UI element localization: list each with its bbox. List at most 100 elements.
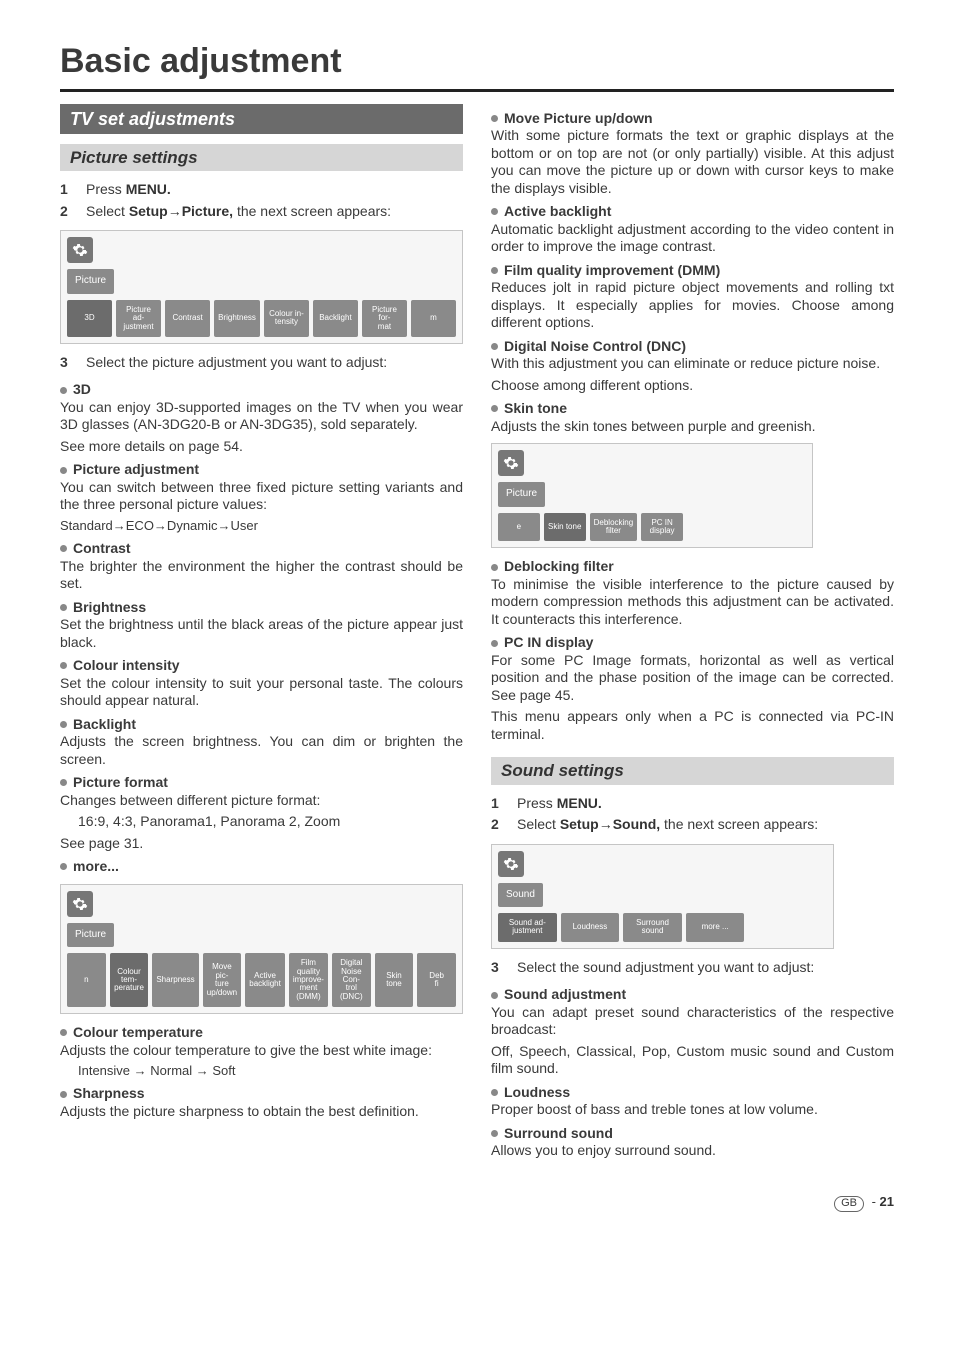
bullet-dot-icon bbox=[60, 545, 67, 552]
bullet-dot-icon bbox=[60, 662, 67, 669]
bullet-heading: Skin tone bbox=[491, 400, 894, 418]
bullet-dot-icon bbox=[60, 604, 67, 611]
bullet-text: Adjusts the picture sharpness to obtain … bbox=[60, 1103, 463, 1121]
bullet-extra: Standard→ECO→Dynamic→User bbox=[60, 518, 463, 534]
menu-item: Picture for- mat bbox=[362, 300, 407, 337]
menu-category-label: Picture bbox=[67, 269, 114, 294]
bullet-heading: PC IN display bbox=[491, 634, 894, 652]
menu-category-label: Picture bbox=[67, 923, 114, 948]
bullet-dot-icon bbox=[491, 640, 498, 647]
bullet-heading: more... bbox=[60, 858, 463, 876]
gear-icon bbox=[67, 237, 93, 263]
bullet-text: Adjusts the skin tones between purple an… bbox=[491, 418, 894, 436]
gear-icon bbox=[498, 450, 524, 476]
menu-item: Skin tone bbox=[544, 513, 586, 542]
bullet-heading: Brightness bbox=[60, 599, 463, 617]
menu-item: Surround sound bbox=[623, 913, 682, 942]
bullet-dot-icon bbox=[491, 564, 498, 571]
menu-item: m bbox=[411, 300, 456, 337]
menu-item: Active backlight bbox=[245, 953, 285, 1007]
bullet-dot-icon bbox=[491, 1130, 498, 1137]
step-text: Select Setup→Picture, the next screen ap… bbox=[86, 203, 391, 221]
picture-menu-screenshot-2: Picture nColour tem- peratureSharpnessMo… bbox=[60, 884, 463, 1014]
bullet-heading: Surround sound bbox=[491, 1125, 894, 1143]
bullet-heading: Loudness bbox=[491, 1084, 894, 1102]
bullet-heading: Sharpness bbox=[60, 1085, 463, 1103]
bullet-text: To minimise the visible interference to … bbox=[491, 576, 894, 629]
bullet-extra: 16:9, 4:3, Panorama1, Panorama 2, Zoom bbox=[60, 813, 463, 831]
menu-item: PC IN display bbox=[641, 513, 683, 542]
sound-step3: 3Select the sound adjustment you want to… bbox=[491, 959, 894, 977]
bullet-text: For some PC Image formats, horizontal as… bbox=[491, 652, 894, 705]
bullet-heading: Move Picture up/down bbox=[491, 110, 894, 128]
bullet-extra: See page 31. bbox=[60, 835, 463, 853]
bullet-dot-icon bbox=[60, 387, 67, 394]
gear-icon bbox=[67, 891, 93, 917]
menu-item: Deblocking filter bbox=[590, 513, 638, 542]
bullet-dot-icon bbox=[491, 405, 498, 412]
gear-icon bbox=[498, 851, 524, 877]
sound-steps: 1Press MENU.2Select Setup→Sound, the nex… bbox=[491, 795, 894, 834]
left-column: TV set adjustments Picture settings 1Pre… bbox=[60, 104, 463, 1164]
bullet-text: Allows you to enjoy surround sound. bbox=[491, 1142, 894, 1160]
bullet-extra: Choose among different options. bbox=[491, 377, 894, 395]
menu-category-label: Sound bbox=[498, 883, 543, 908]
step-text: Press MENU. bbox=[517, 795, 602, 813]
menu-item: Colour in- tensity bbox=[264, 300, 309, 337]
sound-menu-screenshot: Sound Sound ad- justmentLoudnessSurround… bbox=[491, 844, 834, 949]
menu-item: 3D bbox=[67, 300, 112, 337]
bullet-text: Changes between different picture format… bbox=[60, 792, 463, 810]
bullet-text: You can enjoy 3D-supported images on the… bbox=[60, 399, 463, 434]
picture-steps: 1Press MENU.2Select Setup→Picture, the n… bbox=[60, 181, 463, 220]
sub-sound-settings: Sound settings bbox=[491, 757, 894, 784]
bullet-extra: Off, Speech, Classical, Pop, Custom musi… bbox=[491, 1043, 894, 1078]
menu-item: Move pic- ture up/down bbox=[203, 953, 242, 1007]
bullet-dot-icon bbox=[491, 115, 498, 122]
menu-item: Colour tem- perature bbox=[110, 953, 149, 1007]
bullet-extra: This menu appears only when a PC is conn… bbox=[491, 708, 894, 743]
bullet-heading: Contrast bbox=[60, 540, 463, 558]
bullet-text: Adjusts the colour temperature to give t… bbox=[60, 1042, 463, 1060]
bullet-dot-icon bbox=[60, 467, 67, 474]
bullet-text: With this adjustment you can eliminate o… bbox=[491, 355, 894, 373]
sub-picture-settings: Picture settings bbox=[60, 144, 463, 171]
region-badge: GB bbox=[834, 1196, 864, 1212]
bullet-text: You can switch between three fixed pictu… bbox=[60, 479, 463, 514]
bullet-dot-icon bbox=[60, 1029, 67, 1036]
bullet-dot-icon bbox=[60, 1091, 67, 1098]
picture-menu-screenshot-1: Picture 3DPicture ad- justmentContrastBr… bbox=[60, 230, 463, 344]
menu-item: n bbox=[67, 953, 106, 1007]
bullet-text: Set the colour intensity to suit your pe… bbox=[60, 675, 463, 710]
bullet-heading: Picture format bbox=[60, 774, 463, 792]
bullet-text: Automatic backlight adjustment according… bbox=[491, 221, 894, 256]
bullet-text: Adjusts the screen brightness. You can d… bbox=[60, 733, 463, 768]
bullet-heading: Film quality improvement (DMM) bbox=[491, 262, 894, 280]
page-number: 21 bbox=[880, 1194, 894, 1209]
menu-item: more ... bbox=[686, 913, 745, 942]
menu-item: Skin tone bbox=[375, 953, 414, 1007]
picture-step3: 3Select the picture adjustment you want … bbox=[60, 354, 463, 372]
menu-item: Sound ad- justment bbox=[498, 913, 557, 942]
bullet-heading: Digital Noise Control (DNC) bbox=[491, 338, 894, 356]
menu-item: Loudness bbox=[561, 913, 620, 942]
bullet-dot-icon bbox=[491, 267, 498, 274]
bullet-dot-icon bbox=[60, 863, 67, 870]
menu-item: e bbox=[498, 513, 540, 542]
bullet-heading: Sound adjustment bbox=[491, 986, 894, 1004]
menu-item: Film quality improve- ment (DMM) bbox=[289, 953, 328, 1007]
menu-item: Sharpness bbox=[152, 953, 198, 1007]
bullet-text: The brighter the environment the higher … bbox=[60, 558, 463, 593]
bullet-dot-icon bbox=[491, 1089, 498, 1096]
step-text: Select the sound adjustment you want to … bbox=[517, 959, 814, 977]
menu-category-label: Picture bbox=[498, 482, 545, 507]
menu-item: Brightness bbox=[214, 300, 260, 337]
bullet-dot-icon bbox=[491, 992, 498, 999]
bullet-dot-icon bbox=[60, 721, 67, 728]
bullet-heading: 3D bbox=[60, 381, 463, 399]
step-text: Press MENU. bbox=[86, 181, 171, 199]
menu-item: Digital Noise Con- trol (DNC) bbox=[332, 953, 371, 1007]
bullet-extra: See more details on page 54. bbox=[60, 438, 463, 456]
bullet-heading: Colour temperature bbox=[60, 1024, 463, 1042]
bullet-heading: Picture adjustment bbox=[60, 461, 463, 479]
bullet-heading: Backlight bbox=[60, 716, 463, 734]
